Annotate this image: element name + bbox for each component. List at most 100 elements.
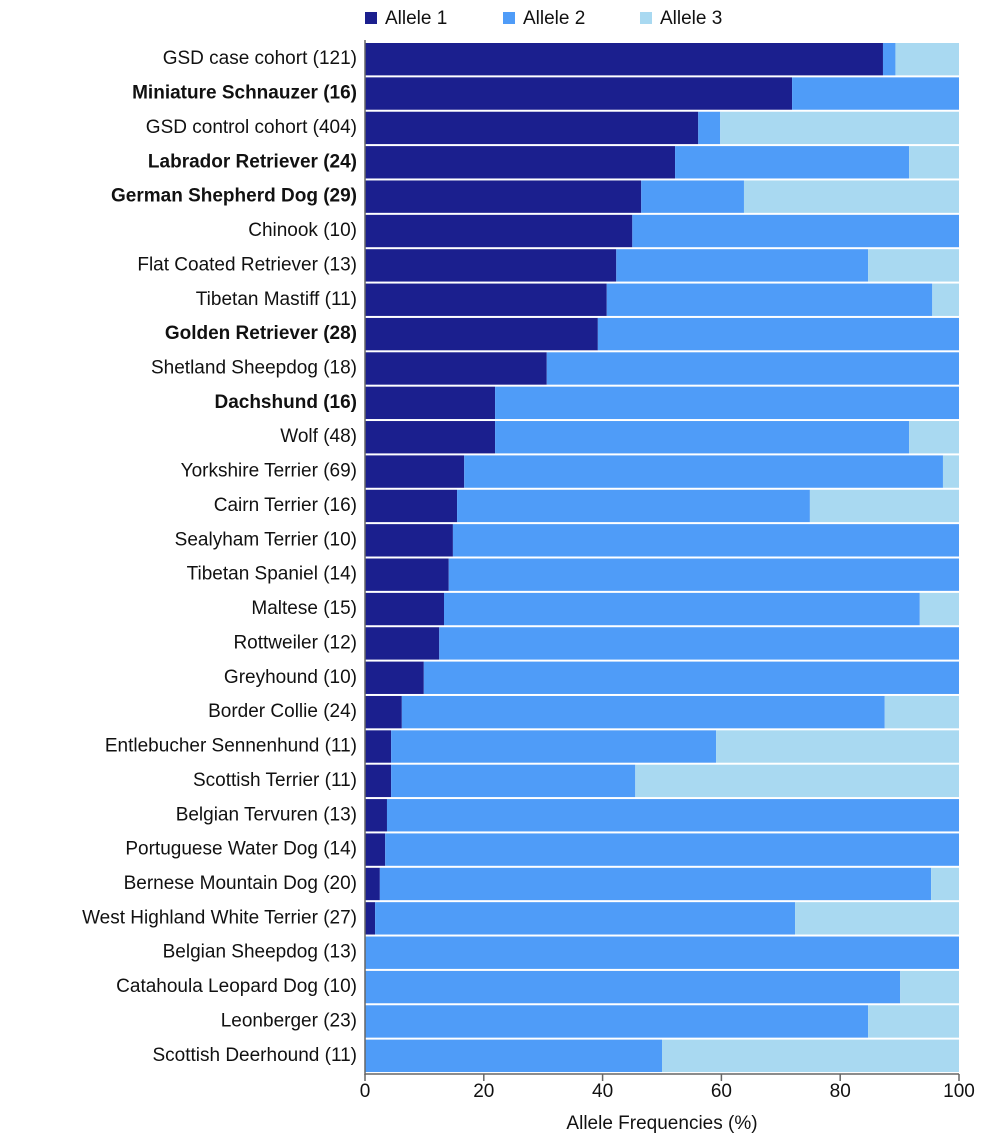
y-tick-label: German Shepherd Dog (29) xyxy=(111,186,357,207)
x-tick-label: 60 xyxy=(711,1081,732,1102)
y-tick-label: Cairn Terrier (16) xyxy=(214,495,357,516)
bar-segment xyxy=(391,730,717,763)
bar-segment xyxy=(365,77,793,110)
bar-segment xyxy=(365,902,376,935)
bar-segment xyxy=(365,558,449,591)
bar-segment xyxy=(448,558,959,591)
bar-segment xyxy=(365,592,445,626)
bar-segment xyxy=(365,455,465,488)
x-tick-label: 100 xyxy=(943,1081,975,1102)
x-tick-label: 80 xyxy=(830,1081,851,1102)
bar-segment xyxy=(365,867,380,901)
bar-segment xyxy=(884,695,959,729)
y-tick-label: Dachshund (16) xyxy=(214,392,357,413)
bar-segment xyxy=(386,799,959,832)
bar-segment xyxy=(597,317,959,351)
legend-label: Allele 3 xyxy=(660,8,722,29)
y-tick-label: West Highland White Terrier (27) xyxy=(82,907,357,928)
bar-segment xyxy=(882,43,896,76)
bar-segment xyxy=(792,77,959,110)
bar-segment xyxy=(795,902,959,935)
bar-segment xyxy=(632,214,959,248)
bar-segment xyxy=(895,43,959,76)
bar-segment xyxy=(698,111,721,145)
bar-segment xyxy=(452,524,959,557)
bar-segment xyxy=(365,421,496,454)
x-tick-label: 0 xyxy=(360,1081,371,1102)
bar-segment xyxy=(365,833,386,866)
y-tick-label: Scottish Terrier (11) xyxy=(193,770,357,791)
bar-segment xyxy=(675,146,910,179)
legend-swatch xyxy=(365,12,377,24)
bar-segment xyxy=(365,799,387,832)
bar-segment xyxy=(868,249,959,282)
legend-label: Allele 2 xyxy=(523,8,585,29)
bar-segment xyxy=(423,661,959,694)
y-tick-label: Labrador Retriever (24) xyxy=(148,151,357,172)
bar-segment xyxy=(375,902,796,935)
bar-segment xyxy=(720,111,959,145)
bar-segment xyxy=(365,43,883,76)
y-tick-label: Maltese (15) xyxy=(251,598,357,619)
bar-segment xyxy=(365,111,699,145)
y-tick-label: GSD control cohort (404) xyxy=(146,117,357,138)
bar-segment xyxy=(809,489,959,523)
legend-label: Allele 1 xyxy=(385,8,447,29)
bar-segment xyxy=(900,970,959,1004)
x-axis-title: Allele Frequencies (%) xyxy=(566,1113,757,1134)
y-tick-label: Yorkshire Terrier (69) xyxy=(181,461,357,482)
y-tick-label: Scottish Deerhound (11) xyxy=(152,1045,357,1066)
bar-segment xyxy=(365,180,642,213)
bar-segment xyxy=(365,214,633,248)
bar-segment xyxy=(616,249,869,282)
x-tick-label: 20 xyxy=(473,1081,494,1102)
bar-segment xyxy=(868,1005,959,1038)
legend-swatch xyxy=(640,12,652,24)
y-tick-label: Catahoula Leopard Dog (10) xyxy=(116,976,357,997)
bar-segment xyxy=(379,867,932,901)
bar-segment xyxy=(909,421,959,454)
bar-segment xyxy=(365,386,496,420)
bar-segment xyxy=(606,283,933,316)
y-tick-label: Border Collie (24) xyxy=(208,701,357,722)
bar-segment xyxy=(464,455,943,488)
bar-segment xyxy=(942,455,959,488)
y-tick-label: Golden Retriever (28) xyxy=(165,323,357,344)
bar-segment xyxy=(365,283,607,316)
bar-segment xyxy=(931,867,959,901)
y-tick-label: Leonberger (23) xyxy=(221,1010,357,1031)
y-tick-label: Entlebucher Sennenhund (11) xyxy=(105,736,357,757)
bar-segment xyxy=(495,421,910,454)
bar-segment xyxy=(365,524,453,557)
bar-segment xyxy=(365,661,424,694)
bar-segment xyxy=(495,386,959,420)
y-tick-label: Wolf (48) xyxy=(280,426,357,447)
y-tick-label: Shetland Sheepdog (18) xyxy=(151,357,357,378)
bar-segment xyxy=(365,146,676,179)
y-tick-label: Portuguese Water Dog (14) xyxy=(125,839,357,860)
bar-segment xyxy=(365,764,392,798)
y-tick-label: Chinook (10) xyxy=(248,220,357,241)
bar-segment xyxy=(365,730,392,763)
bar-segment xyxy=(365,627,440,660)
y-tick-label: Miniature Schnauzer (16) xyxy=(132,83,357,104)
bar-segment xyxy=(439,627,959,660)
bar-segment xyxy=(932,283,959,316)
y-tick-label: Belgian Sheepdog (13) xyxy=(163,942,357,963)
bar-segment xyxy=(909,146,959,179)
y-tick-label: Tibetan Mastiff (11) xyxy=(196,289,357,310)
bar-segment xyxy=(457,489,810,523)
bar-segment xyxy=(635,764,959,798)
bar-segment xyxy=(365,249,617,282)
bar-segment xyxy=(641,180,744,213)
bar-segment xyxy=(365,1005,869,1038)
bar-segment xyxy=(401,695,885,729)
bar-segment xyxy=(365,489,458,523)
y-tick-label: Flat Coated Retriever (13) xyxy=(137,254,357,275)
bar-segment xyxy=(365,352,547,385)
bar-segment xyxy=(919,592,959,626)
y-tick-label: Sealyham Terrier (10) xyxy=(175,529,357,550)
bar-segment xyxy=(365,317,598,351)
bar-segment xyxy=(365,695,402,729)
